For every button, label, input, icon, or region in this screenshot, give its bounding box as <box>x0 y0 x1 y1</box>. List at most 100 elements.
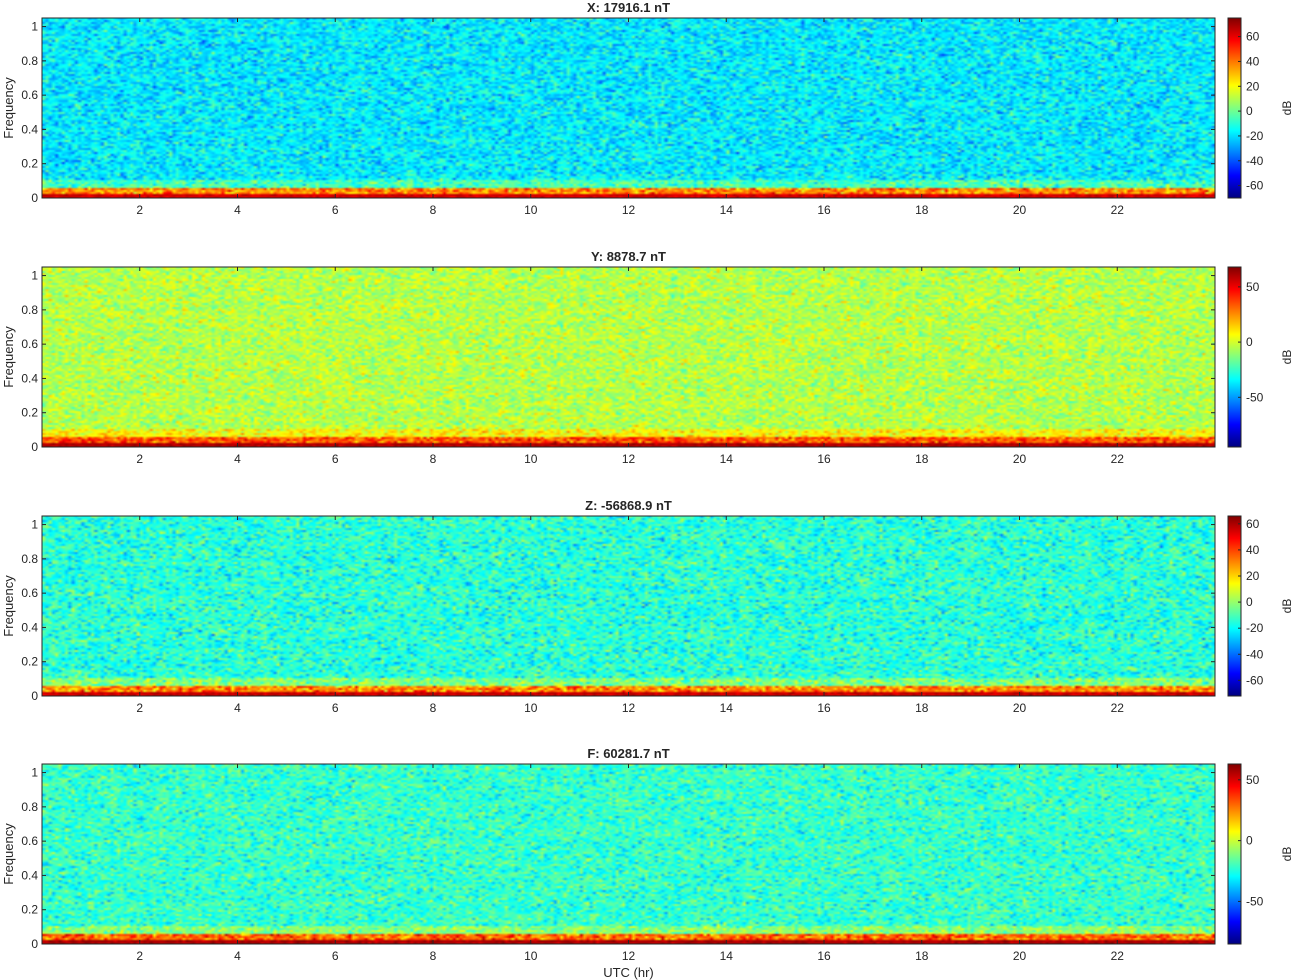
panel-title: F: 60281.7 nT <box>587 746 669 761</box>
panel-title: X: 17916.1 nT <box>587 0 670 15</box>
colorbar-tick-label: 0 <box>1246 595 1253 609</box>
y-tick-label: 0 <box>31 440 38 454</box>
colorbar-tick-label: -50 <box>1246 894 1264 908</box>
x-tick-label: 22 <box>1111 452 1125 466</box>
x-tick-label: 16 <box>817 701 831 715</box>
colorbar-label: dB <box>1280 101 1294 116</box>
spectrogram-image <box>42 267 1215 447</box>
x-tick-label: 4 <box>234 949 241 963</box>
y-axis-label: Frequency <box>1 77 16 139</box>
y-tick-label: 0.6 <box>21 337 38 351</box>
x-tick-label: 20 <box>1013 452 1027 466</box>
x-tick-label: 2 <box>136 452 143 466</box>
spectrogram-panel-0: X: 17916.1 nT2 4 6 8 10 12 14 16 18 20 2200.20.40.… <box>1 0 1294 217</box>
y-tick-label: 0.6 <box>21 88 38 102</box>
colorbar: 50 0 -50 dB <box>1227 763 1294 945</box>
x-tick-label: 14 <box>720 949 734 963</box>
y-tick-label: 0.2 <box>21 157 38 171</box>
y-tick-label: 0.6 <box>21 586 38 600</box>
spectrogram-panel-2: Z: -56868.9 nT2 4 6 8 10 12 14 16 18 20 2200.20.40… <box>1 498 1294 715</box>
x-tick-label: 4 <box>234 701 241 715</box>
x-tick-label: 10 <box>524 701 538 715</box>
x-tick-label: 14 <box>720 203 734 217</box>
colorbar-tick-label: 20 <box>1246 569 1260 583</box>
colorbar-label: dB <box>1280 847 1294 862</box>
colorbar-tick-label: 40 <box>1246 543 1260 557</box>
x-tick-label: 18 <box>915 701 929 715</box>
y-tick-label: 1 <box>31 269 38 283</box>
x-tick-label: 18 <box>915 949 929 963</box>
y-tick-label: 0.8 <box>21 303 38 317</box>
colorbar-gradient <box>1227 763 1242 945</box>
x-tick-label: 12 <box>622 701 636 715</box>
x-tick-label: 14 <box>720 701 734 715</box>
y-tick-label: 0.4 <box>21 620 38 634</box>
x-tick-label: 14 <box>720 452 734 466</box>
spectrogram-image <box>42 516 1215 696</box>
x-tick-label: 12 <box>622 452 636 466</box>
colorbar: 60 40 20 0 -20 -40 -60 dB <box>1227 515 1294 697</box>
colorbar-gradient <box>1227 266 1242 448</box>
colorbar-label: dB <box>1280 350 1294 365</box>
x-tick-label: 18 <box>915 452 929 466</box>
x-tick-label: 6 <box>332 701 339 715</box>
y-tick-label: 0.8 <box>21 552 38 566</box>
colorbar-tick-label: 50 <box>1246 773 1260 787</box>
y-axis-label: Frequency <box>1 326 16 388</box>
x-tick-label: 20 <box>1013 203 1027 217</box>
y-tick-label: 0 <box>31 937 38 951</box>
x-tick-label: 16 <box>817 949 831 963</box>
x-tick-label: 6 <box>332 949 339 963</box>
colorbar-tick-label: 60 <box>1246 517 1260 531</box>
colorbar-tick-label: -40 <box>1246 154 1264 168</box>
colorbar: 50 0 -50 dB <box>1227 266 1294 448</box>
panel-title: Y: 8878.7 nT <box>591 249 666 264</box>
panel-title: Z: -56868.9 nT <box>585 498 672 513</box>
x-tick-label: 2 <box>136 203 143 217</box>
colorbar-gradient <box>1227 17 1242 199</box>
y-axis-label: Frequency <box>1 575 16 637</box>
x-axis-label: UTC (hr) <box>603 965 654 980</box>
y-tick-label: 0.2 <box>21 903 38 917</box>
y-tick-label: 0.6 <box>21 834 38 848</box>
x-tick-label: 8 <box>430 203 437 217</box>
colorbar-tick-label: 20 <box>1246 79 1260 93</box>
spectrogram-image <box>42 764 1215 944</box>
x-tick-label: 6 <box>332 203 339 217</box>
x-tick-label: 16 <box>817 203 831 217</box>
x-tick-label: 20 <box>1013 949 1027 963</box>
x-tick-label: 2 <box>136 701 143 715</box>
x-tick-label: 2 <box>136 949 143 963</box>
y-tick-label: 0 <box>31 689 38 703</box>
x-tick-label: 10 <box>524 203 538 217</box>
x-tick-label: 12 <box>622 949 636 963</box>
y-tick-label: 0.2 <box>21 406 38 420</box>
colorbar-tick-label: 0 <box>1246 104 1253 118</box>
y-tick-label: 1 <box>31 766 38 780</box>
colorbar-tick-label: -40 <box>1246 647 1264 661</box>
y-tick-label: 0.2 <box>21 655 38 669</box>
y-axis-label: Frequency <box>1 823 16 885</box>
colorbar-tick-label: -50 <box>1246 390 1264 404</box>
y-tick-label: 1 <box>31 518 38 532</box>
x-tick-label: 12 <box>622 203 636 217</box>
x-tick-label: 22 <box>1111 701 1125 715</box>
x-tick-label: 6 <box>332 452 339 466</box>
x-tick-label: 4 <box>234 203 241 217</box>
colorbar-tick-label: -20 <box>1246 129 1264 143</box>
colorbar-tick-label: 60 <box>1246 30 1260 44</box>
colorbar-tick-label: 0 <box>1246 335 1253 349</box>
colorbar-label: dB <box>1280 599 1294 614</box>
colorbar-tick-label: -20 <box>1246 621 1264 635</box>
x-tick-label: 22 <box>1111 949 1125 963</box>
colorbar-tick-label: 50 <box>1246 280 1260 294</box>
x-tick-label: 10 <box>524 452 538 466</box>
x-tick-label: 20 <box>1013 701 1027 715</box>
y-tick-label: 0.4 <box>21 371 38 385</box>
y-tick-label: 0.4 <box>21 868 38 882</box>
y-tick-label: 0.4 <box>21 122 38 136</box>
x-tick-label: 22 <box>1111 203 1125 217</box>
colorbar-tick-label: -60 <box>1246 673 1264 687</box>
x-tick-label: 8 <box>430 452 437 466</box>
